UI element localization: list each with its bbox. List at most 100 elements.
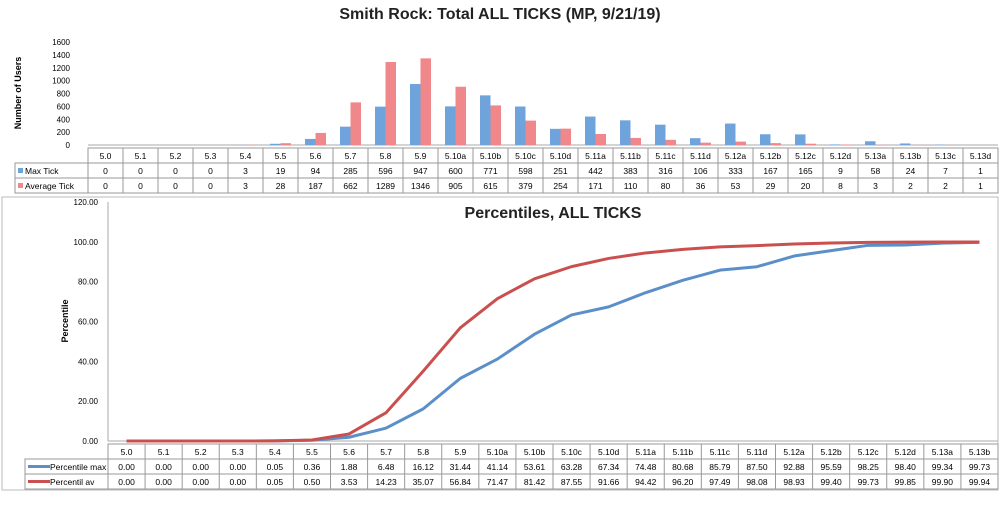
bar-max-tick [375, 106, 386, 145]
data-label: 0 [103, 181, 108, 191]
data-label: 0.00 [230, 462, 247, 472]
data-label: 600 [448, 166, 462, 176]
x-category-label: 5.5 [275, 151, 287, 161]
y-tick-label: 20.00 [78, 397, 99, 406]
data-label: 110 [624, 181, 638, 191]
x-category-label: 5.13b [900, 151, 922, 161]
data-label: 99.34 [932, 462, 954, 472]
data-label: 53.61 [524, 462, 546, 472]
bar-average-tick [280, 143, 291, 145]
x-category-label: 5.12a [725, 151, 747, 161]
x-category-label: 5.3 [205, 151, 217, 161]
data-label: 98.40 [895, 462, 917, 472]
bar-max-tick [865, 141, 876, 145]
data-label: 0.00 [230, 477, 247, 487]
data-label: 99.85 [895, 477, 917, 487]
data-label: 28 [276, 181, 286, 191]
data-label: 67.34 [598, 462, 620, 472]
x-category-label: 5.1 [135, 151, 147, 161]
data-label: 1 [978, 181, 983, 191]
data-label: 29 [766, 181, 776, 191]
bar-average-tick [770, 143, 781, 145]
data-label: 96.20 [672, 477, 694, 487]
data-label: 3 [243, 181, 248, 191]
x-category-label: 5.8 [417, 447, 429, 457]
y-tick-label: 600 [57, 102, 71, 111]
data-label: 615 [483, 181, 497, 191]
x-category-label: 5.11a [585, 151, 606, 161]
data-label: 285 [343, 166, 357, 176]
data-label: 0 [173, 181, 178, 191]
bar-max-tick [550, 128, 561, 145]
x-category-label: 5.13b [969, 447, 991, 457]
data-label: 91.66 [598, 477, 620, 487]
x-category-label: 5.2 [170, 151, 182, 161]
data-label: 0.50 [304, 477, 321, 487]
data-label: 56.84 [450, 477, 472, 487]
data-label: 171 [588, 181, 602, 191]
x-category-label: 5.11a [635, 447, 656, 457]
data-label: 31.44 [450, 462, 472, 472]
x-category-label: 5.12a [783, 447, 805, 457]
data-label: 98.08 [746, 477, 768, 487]
bar-max-tick [690, 138, 701, 145]
data-label: 87.50 [746, 462, 768, 472]
line-chart-frame [1, 196, 999, 491]
y-tick-label: 400 [57, 115, 71, 124]
data-label: 254 [553, 181, 567, 191]
data-label: 0 [173, 166, 178, 176]
data-label: 0 [138, 166, 143, 176]
data-label: 167 [763, 166, 777, 176]
x-category-label: 5.10a [487, 447, 509, 457]
data-label: 85.79 [709, 462, 731, 472]
bar-average-tick [665, 139, 676, 145]
y-tick-label: 1000 [52, 77, 70, 86]
x-category-label: 5.5 [306, 447, 318, 457]
x-category-label: 5.12d [895, 447, 917, 457]
data-label: 58 [871, 166, 881, 176]
x-category-label: 5.2 [195, 447, 207, 457]
bar-max-tick [410, 84, 421, 145]
line-chart-title: Percentiles, ALL TICKS [464, 205, 642, 222]
data-label: 0.05 [267, 477, 284, 487]
bar-max-tick [480, 95, 491, 145]
data-label: 0.00 [192, 477, 209, 487]
data-label: 905 [448, 181, 462, 191]
data-label: 80.68 [672, 462, 694, 472]
x-category-label: 5.12c [795, 151, 817, 161]
bar-max-tick [620, 120, 631, 145]
data-label: 662 [343, 181, 357, 191]
legend-swatch-1 [18, 183, 23, 188]
data-label: 0.00 [118, 477, 135, 487]
data-label: 80 [661, 181, 671, 191]
data-label: 2 [908, 181, 913, 191]
bar-average-tick [805, 143, 816, 145]
data-label: 0.00 [155, 462, 172, 472]
data-label: 598 [518, 166, 532, 176]
y-tick-label: 100.00 [74, 238, 99, 247]
bar-max-tick [655, 124, 666, 145]
data-label: 35.07 [413, 477, 435, 487]
x-category-label: 5.7 [345, 151, 357, 161]
y-tick-label: 0 [66, 141, 71, 150]
bar-max-tick [585, 116, 596, 145]
data-label: 0 [103, 166, 108, 176]
bar-average-tick [525, 120, 536, 145]
y-tick-label: 120.00 [74, 198, 99, 207]
x-category-label: 5.13a [865, 151, 887, 161]
y-tick-label: 800 [57, 90, 71, 99]
bar-chart-title: Smith Rock: Total ALL TICKS (MP, 9/21/19… [339, 6, 661, 23]
data-label: 99.73 [858, 477, 880, 487]
x-category-label: 5.13d [970, 151, 992, 161]
bar-average-tick [350, 102, 361, 145]
y-tick-label: 40.00 [78, 357, 99, 366]
x-category-label: 5.11d [747, 447, 768, 457]
bar-average-tick [560, 128, 571, 145]
data-label: 24 [906, 166, 916, 176]
y-tick-label: 1200 [52, 64, 70, 73]
data-label: 1346 [411, 181, 430, 191]
data-label: 1.88 [341, 462, 358, 472]
data-label: 0.05 [267, 462, 284, 472]
bar-max-tick [830, 144, 841, 145]
